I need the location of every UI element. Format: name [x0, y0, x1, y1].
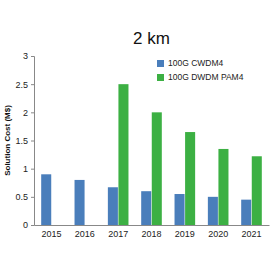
- bar: [41, 174, 51, 225]
- bar: [218, 149, 228, 225]
- title: 2 km: [133, 29, 170, 48]
- y-axis: 0 0.5 1 1.5 2 2.5 3: [15, 51, 34, 230]
- y-tick: 2: [23, 108, 34, 118]
- x-tick-label: 2020: [208, 229, 228, 239]
- y-tick: 3: [23, 51, 34, 61]
- y-tick: 0: [23, 220, 34, 230]
- legend-item: 100G CWDM4: [157, 58, 224, 68]
- y-tick-label: 2: [23, 108, 28, 118]
- y-tick: 2.5: [15, 80, 34, 90]
- x-axis: 2015 2016 2017 2018 2019 2020 2021: [35, 225, 270, 239]
- bar: [208, 197, 218, 225]
- legend-label: 100G CWDM4: [168, 58, 224, 68]
- x-tick-label: 2016: [75, 229, 95, 239]
- x-tick: 2019: [175, 225, 195, 239]
- legend-swatch: [157, 74, 164, 81]
- bar: [141, 191, 151, 225]
- chart: 0 0.5 1 1.5 2 2.5 3 2015 2016 2017 2018 2019 2020 202…: [0, 0, 275, 275]
- bar: [175, 194, 185, 225]
- bar: [108, 187, 118, 225]
- y-axis-line: [31, 57, 35, 226]
- y-tick-mark: [31, 84, 34, 85]
- x-tick-label: 2019: [175, 229, 195, 239]
- y-axis-title: Solution Cost (M$): [3, 105, 12, 176]
- x-tick: 2016: [75, 225, 95, 239]
- x-tick: 2021: [241, 225, 261, 239]
- x-tick-label: 2018: [141, 229, 161, 239]
- plot-area: 0 0.5 1 1.5 2 2.5 3 2015 2016 2017 2018 2019 2020 202…: [15, 51, 269, 239]
- y-tick: 0.5: [15, 192, 34, 202]
- y-tick-mark: [31, 197, 34, 198]
- bar: [75, 180, 85, 225]
- bar: [152, 112, 162, 225]
- legend-item: 100G DWDM PAM4: [157, 72, 244, 82]
- legend-label: 100G DWDM PAM4: [168, 72, 244, 82]
- bar: [241, 200, 251, 225]
- y-tick: 1.5: [15, 136, 34, 146]
- y-tick: 1: [23, 164, 34, 174]
- y-tick-mark: [31, 225, 34, 226]
- y-tick-label: 3: [23, 51, 28, 61]
- x-tick: 2017: [108, 225, 128, 239]
- y-tick-mark: [31, 56, 34, 57]
- x-tick-label: 2015: [41, 229, 61, 239]
- bar: [252, 156, 262, 225]
- x-tick-label: 2021: [241, 229, 261, 239]
- y-tick-label: 1: [23, 164, 28, 174]
- legend-swatch: [157, 60, 164, 67]
- bars: [41, 84, 262, 225]
- y-tick-label: 2.5: [15, 80, 28, 90]
- y-tick-mark: [31, 169, 34, 170]
- y-tick-label: 0.5: [15, 192, 28, 202]
- bar: [118, 84, 128, 225]
- y-tick-mark: [31, 141, 34, 142]
- x-tick-label: 2017: [108, 229, 128, 239]
- x-axis-line: [35, 225, 270, 226]
- x-tick: 2018: [141, 225, 161, 239]
- x-tick: 2015: [41, 225, 61, 239]
- x-tick: 2020: [208, 225, 228, 239]
- y-tick-label: 0: [23, 220, 28, 230]
- legend: 100G CWDM4 100G DWDM PAM4: [157, 58, 244, 82]
- bar: [185, 132, 195, 225]
- y-tick-label: 1.5: [15, 136, 28, 146]
- y-tick-mark: [31, 112, 34, 113]
